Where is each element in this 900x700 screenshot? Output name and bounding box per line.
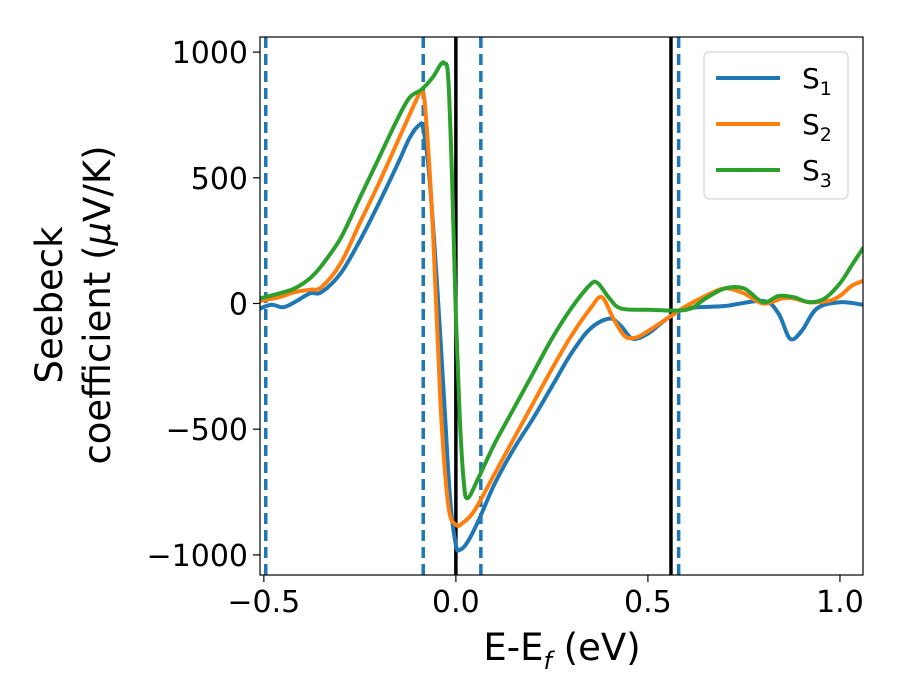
- legend: S1 S2 S3: [703, 51, 849, 200]
- y-axis-label-line1: Seebeck: [28, 226, 71, 384]
- y-axis-ticks: −1000 −500 0 500 1000: [147, 36, 260, 574]
- x-axis-label: E-Ef (eV): [483, 626, 640, 675]
- y-tick-label: 1000: [172, 36, 248, 71]
- x-tick-label: 0.5: [624, 585, 672, 620]
- y-tick-label: −1000: [147, 539, 248, 574]
- y-tick-label: −500: [166, 413, 248, 448]
- x-tick-label: 1.0: [816, 585, 864, 620]
- legend-label-s2: S2: [802, 108, 832, 146]
- x-tick-label: 0.0: [432, 585, 480, 620]
- y-axis-label-line2: coefficient (μV/K): [76, 145, 119, 464]
- plot-frame: [259, 36, 864, 576]
- series-line-s1: [260, 121, 863, 553]
- y-tick-label: 500: [191, 162, 248, 197]
- x-tick-label: −0.5: [227, 585, 300, 620]
- legend-label-s3: S3: [802, 154, 832, 192]
- x-axis-ticks: −0.5 0.0 0.5 1.0: [227, 575, 864, 620]
- y-tick-label: 0: [229, 287, 248, 322]
- legend-label-s1: S1: [802, 62, 832, 100]
- series-lines: [260, 60, 863, 553]
- series-line-s3: [260, 60, 863, 501]
